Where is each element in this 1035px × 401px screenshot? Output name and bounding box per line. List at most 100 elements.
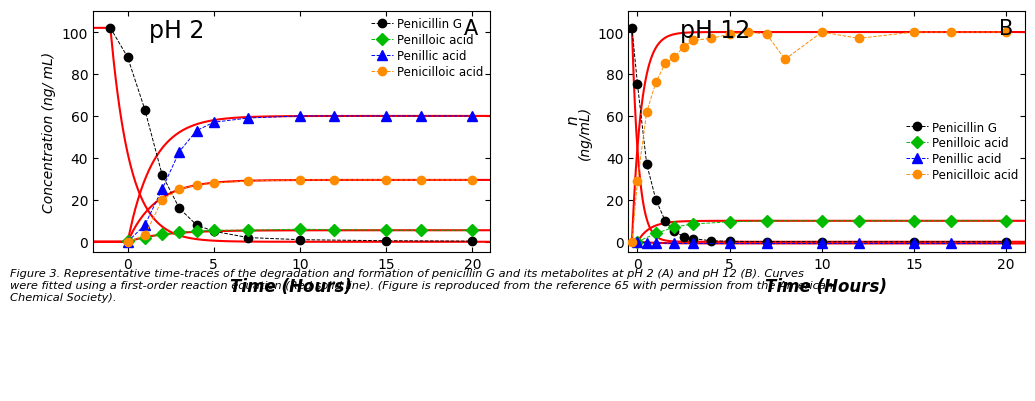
Penicillin G [466,239,478,244]
Penicillin G [121,56,134,61]
X-axis label: Time (Hours): Time (Hours) [766,277,887,295]
Penicilloic acid [945,30,957,35]
Penicilloic acid [190,183,203,188]
Penicilloic acid [466,178,478,183]
Penilloic acid [294,227,306,232]
Penillic acid [466,114,478,119]
Penicilloic acid [659,62,672,67]
Penicillin G [669,229,681,234]
Penicilloic acid [761,32,773,37]
Penilloic acid [242,228,255,233]
Penillic acid [853,241,865,246]
Penicilloic acid [650,81,662,85]
Penilloic acid [121,239,134,243]
Penicillin G [190,223,203,228]
Y-axis label: Concentration (ng/ mL): Concentration (ng/ mL) [42,52,56,213]
Penilloic acid [686,222,699,227]
Penicilloic acid [242,179,255,184]
Penillic acid [190,129,203,134]
Penicilloic acid [380,178,392,183]
Penilloic acid [466,228,478,233]
Penillic acid [641,241,653,246]
Penillic acid [139,223,151,228]
Line: Penilloic acid: Penilloic acid [633,217,1010,246]
Text: n: n [565,115,581,125]
Penicillin G [641,162,653,167]
Penilloic acid [669,225,681,230]
Penicilloic acid [208,181,220,186]
Legend: Penicillin G, Penilloic acid, Penillic acid, Penicilloic acid: Penicillin G, Penilloic acid, Penillic a… [907,121,1018,182]
Penilloic acid [945,219,957,224]
Penilloic acid [173,230,185,235]
Penilloic acid [908,219,920,224]
Text: Figure 3. Representative time-traces of the degradation and formation of penicil: Figure 3. Representative time-traces of … [10,269,833,302]
Penicilloic acid [631,179,644,184]
Penicillin G [723,239,736,244]
Penilloic acid [816,219,828,224]
Penicillin G [631,83,644,88]
Text: pH 12: pH 12 [680,19,750,43]
Penicillin G [908,240,920,245]
Penicilloic acid [742,30,755,35]
Penilloic acid [208,228,220,233]
Penillic acid [816,241,828,246]
Penicillin G [242,235,255,240]
Penicillin G [677,235,689,239]
Penillic acid [631,240,644,245]
Penilloic acid [650,231,662,236]
Penilloic acid [723,220,736,225]
Penicilloic acid [677,45,689,50]
Penicillin G [650,198,662,203]
Penillic acid [414,114,426,119]
Penicillin G [659,219,672,224]
Penillic acid [328,114,341,119]
Penillic acid [761,241,773,246]
Penicilloic acid [816,30,828,35]
Penillic acid [1000,241,1012,246]
Penicillin G [626,26,639,31]
Line: Penillic acid: Penillic acid [632,237,1011,249]
Penicilloic acid [173,187,185,192]
Penicillin G [156,173,169,178]
Penicilloic acid [328,178,341,183]
Line: Penicilloic acid: Penicilloic acid [123,176,476,246]
Line: Penicilloic acid: Penicilloic acid [628,29,1010,246]
Penicilloic acid [626,240,639,245]
X-axis label: Time (Hours): Time (Hours) [231,277,352,295]
Legend: Penicillin G, Penilloic acid, Penillic acid, Penicilloic acid: Penicillin G, Penilloic acid, Penillic a… [372,18,483,79]
Penilloic acid [380,228,392,233]
Penicilloic acid [1000,30,1012,35]
Line: Penicillin G: Penicillin G [107,24,476,246]
Penilloic acid [156,233,169,237]
Penilloic acid [414,228,426,233]
Penillic acid [686,241,699,246]
Penillic acid [723,241,736,246]
Penilloic acid [328,228,341,233]
Penicilloic acid [778,58,791,63]
Penicilloic acid [414,178,426,183]
Penillic acid [121,240,134,245]
Penillic acid [156,187,169,192]
Penillic acid [669,241,681,246]
Penicillin G [816,240,828,245]
Penillic acid [242,116,255,121]
Penicilloic acid [853,37,865,42]
Penicillin G [761,239,773,244]
Penicilloic acid [139,233,151,238]
Penicilloic acid [641,110,653,115]
Penicillin G [380,239,392,243]
Penillic acid [650,241,662,246]
Penicilloic acid [686,39,699,44]
Penilloic acid [631,240,644,245]
Y-axis label: (ng/mL): (ng/mL) [578,105,591,159]
Line: Penicillin G: Penicillin G [628,24,1010,246]
Penicillin G [173,206,185,211]
Penilloic acid [190,229,203,234]
Text: pH 2: pH 2 [149,19,204,43]
Penilloic acid [139,235,151,240]
Penillic acid [380,114,392,119]
Penilloic acid [853,219,865,224]
Penillic acid [945,241,957,246]
Penicillin G [294,238,306,243]
Text: A: A [464,19,477,39]
